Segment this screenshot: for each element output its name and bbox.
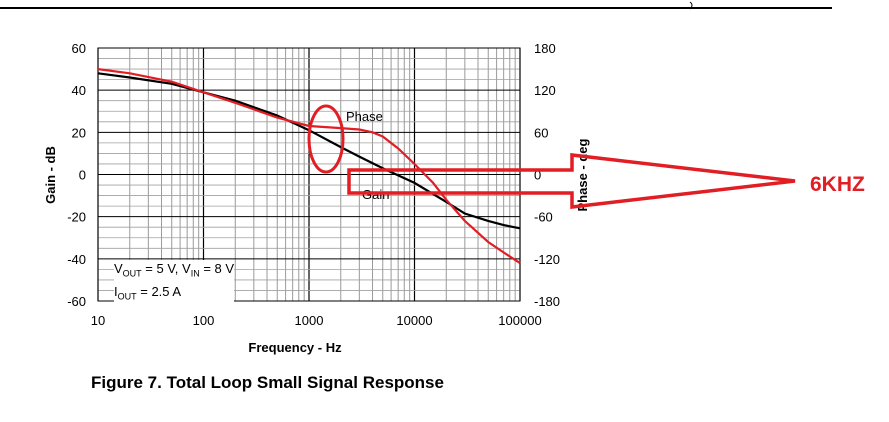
y-tick-label: 0 (79, 168, 86, 183)
x-tick-label: 1000 (295, 313, 324, 328)
header-corner-mark (689, 1, 693, 10)
y2-tick-label: 180 (534, 41, 556, 56)
y2-tick-label: 120 (534, 83, 556, 98)
y-tick-label: 60 (72, 41, 86, 56)
x-tick-label: 10 (91, 313, 105, 328)
phase-highlight-ellipse (307, 104, 345, 174)
x-tick-label: 100000 (498, 313, 541, 328)
x-tick-label: 100 (193, 313, 215, 328)
x-axis-title: Frequency - Hz (248, 340, 342, 355)
y-tick-label: 40 (72, 83, 86, 98)
crossover-arrow (347, 153, 796, 209)
y2-tick-label: -180 (534, 294, 560, 309)
y-tick-labels: 60 40 20 0 -20 -40 -60 (67, 41, 86, 309)
y-tick-label: -60 (67, 294, 86, 309)
phase-series-label: Phase (346, 109, 383, 124)
y-tick-label: -40 (67, 252, 86, 267)
crossover-frequency-label: 6KHZ (810, 173, 865, 196)
phase-series-line (97, 68, 521, 265)
x-tick-label: 10000 (396, 313, 432, 328)
y2-axis-title: Phase - deg (575, 138, 590, 211)
y2-tick-label: -60 (534, 210, 553, 225)
y-tick-label: 20 (72, 125, 86, 140)
plot-frame (97, 47, 521, 302)
y2-tick-label: 0 (534, 168, 541, 183)
y2-tick-label: 60 (534, 125, 548, 140)
conditions-line-2: IOUT = 2.5 A (114, 283, 182, 302)
x-tick-labels: 10 100 1000 10000 100000 (91, 313, 542, 328)
y2-tick-label: -120 (534, 252, 560, 267)
operating-conditions: VOUT = 5 V, VIN = 8 V IOUT = 2.5 A (114, 260, 235, 306)
y2-tick-labels: 180 120 60 0 -60 -120 -180 (534, 41, 560, 309)
y-axis-title: Gain - dB (43, 146, 58, 204)
figure-caption: Figure 7. Total Loop Small Signal Respon… (91, 373, 444, 392)
y-tick-label: -20 (67, 210, 86, 225)
conditions-line-1: VOUT = 5 V, VIN = 8 V (114, 261, 235, 279)
